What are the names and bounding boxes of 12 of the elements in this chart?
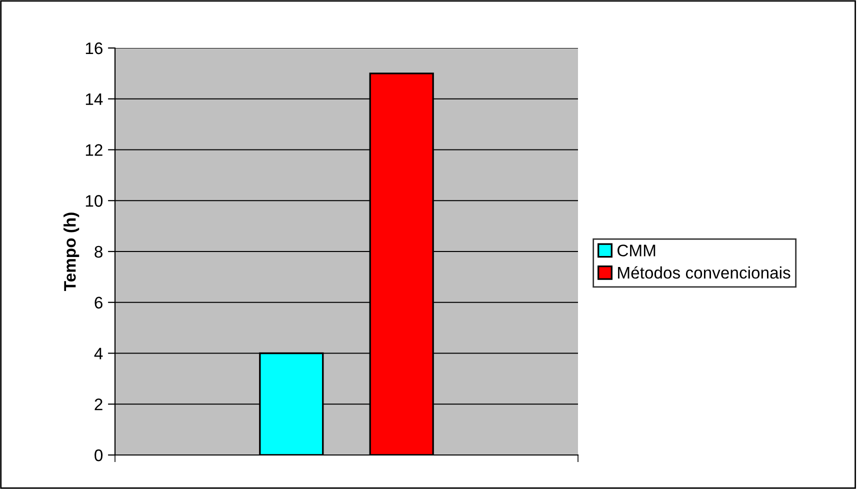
- y-tick-label: 4: [94, 348, 103, 360]
- y-tick-label: 16: [86, 42, 102, 54]
- y-tick-label: 8: [94, 246, 102, 258]
- y-tick-label: 0: [94, 449, 103, 462]
- y-tick-label: 12: [86, 144, 102, 156]
- legend-label: Métodos convencionais: [618, 266, 790, 279]
- y-tick-label: 14: [86, 93, 103, 105]
- y-axis-title: Tempo (h): [64, 212, 80, 291]
- y-tick-label: 6: [94, 296, 102, 309]
- y-tick-label: 2: [94, 398, 102, 410]
- y-tick-label: 10: [86, 195, 103, 207]
- legend-label: CMM: [618, 244, 656, 256]
